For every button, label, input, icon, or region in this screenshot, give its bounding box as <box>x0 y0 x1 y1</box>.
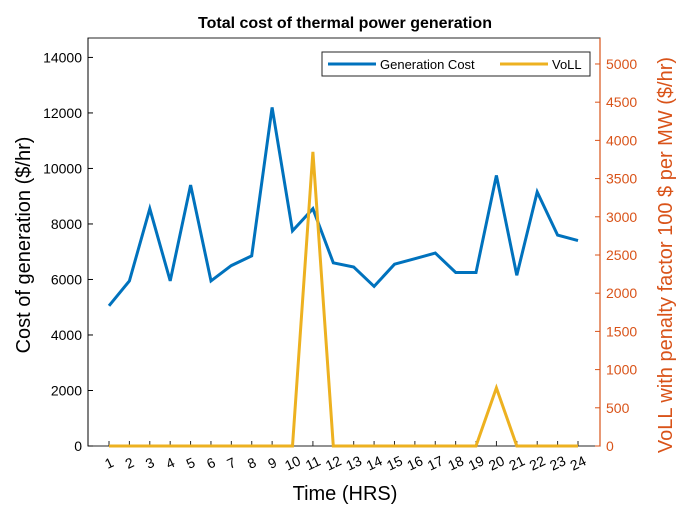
right-y-tick-label: 4500 <box>606 94 637 110</box>
x-tick-label: 6 <box>204 454 218 472</box>
x-tick-label: 17 <box>425 452 446 473</box>
left-y-axis-label: Cost of generation ($/hr) <box>13 137 35 354</box>
right-y-tick-label: 2500 <box>606 247 637 263</box>
x-tick-label: 7 <box>224 454 238 472</box>
chart-title: Total cost of thermal power generation <box>198 15 492 32</box>
right-y-tick-label: 500 <box>606 400 630 416</box>
x-tick-label: 20 <box>486 452 507 473</box>
x-tick-label: 10 <box>282 452 303 473</box>
legend-label-generation-cost: Generation Cost <box>380 57 475 72</box>
x-tick-label: 3 <box>143 454 157 472</box>
x-tick-label: 19 <box>466 452 487 473</box>
x-tick-label: 12 <box>323 452 344 473</box>
x-tick-label: 15 <box>384 452 405 473</box>
left-y-tick-label: 4000 <box>51 327 82 343</box>
left-y-tick-label: 10000 <box>43 160 82 176</box>
right-y-tick-label: 1000 <box>606 362 637 378</box>
left-y-tick-label: 0 <box>74 438 82 454</box>
x-tick-label: 5 <box>184 454 198 472</box>
left-y-tick-label: 14000 <box>43 49 82 65</box>
x-tick-label: 23 <box>547 452 568 473</box>
right-y-axis: 0 500 1000 1500 2000 2500 3000 3500 4000 4500 5000 <box>595 38 637 454</box>
left-y-tick-label: 8000 <box>51 216 82 232</box>
series-line-generation-cost <box>107 107 579 307</box>
x-tick-label: 9 <box>265 454 279 472</box>
series-layer <box>107 107 579 448</box>
x-axis-label: Time (HRS) <box>293 483 398 505</box>
right-y-tick-label: 3000 <box>606 209 637 225</box>
right-y-tick-label: 2000 <box>606 285 637 301</box>
legend: Generation Cost VoLL <box>321 51 591 77</box>
x-tick-label: 24 <box>568 452 589 473</box>
x-tick-label: 13 <box>343 452 364 473</box>
left-y-tick-label: 6000 <box>51 271 82 287</box>
x-tick-label: 21 <box>506 452 527 473</box>
left-y-tick-label: 12000 <box>43 105 82 121</box>
x-tick-label: 22 <box>527 452 548 473</box>
x-tick-label: 14 <box>364 452 385 473</box>
right-y-tick-label: 1500 <box>606 323 637 339</box>
left-y-axis: 0 2000 4000 6000 8000 10000 12000 14000 <box>43 38 93 454</box>
right-y-tick-label: 3500 <box>606 171 637 187</box>
series-line-voll <box>109 151 578 448</box>
left-y-tick-label: 2000 <box>51 382 82 398</box>
right-y-tick-label: 0 <box>606 438 614 454</box>
x-tick-label: 4 <box>163 454 177 472</box>
plot-area <box>87 37 601 447</box>
legend-label-voll: VoLL <box>552 57 582 72</box>
x-tick-label: 8 <box>245 454 259 472</box>
x-tick-label: 2 <box>122 454 136 472</box>
x-tick-label: 1 <box>102 454 116 472</box>
right-y-axis-label: VoLL with penalty factor 100 $ per MW ($… <box>655 57 677 453</box>
right-y-tick-label: 4000 <box>606 132 637 148</box>
x-tick-label: 11 <box>303 453 323 474</box>
x-tick-label: 16 <box>404 452 425 473</box>
right-y-tick-label: 5000 <box>606 56 637 72</box>
x-tick-label: 18 <box>445 452 466 473</box>
